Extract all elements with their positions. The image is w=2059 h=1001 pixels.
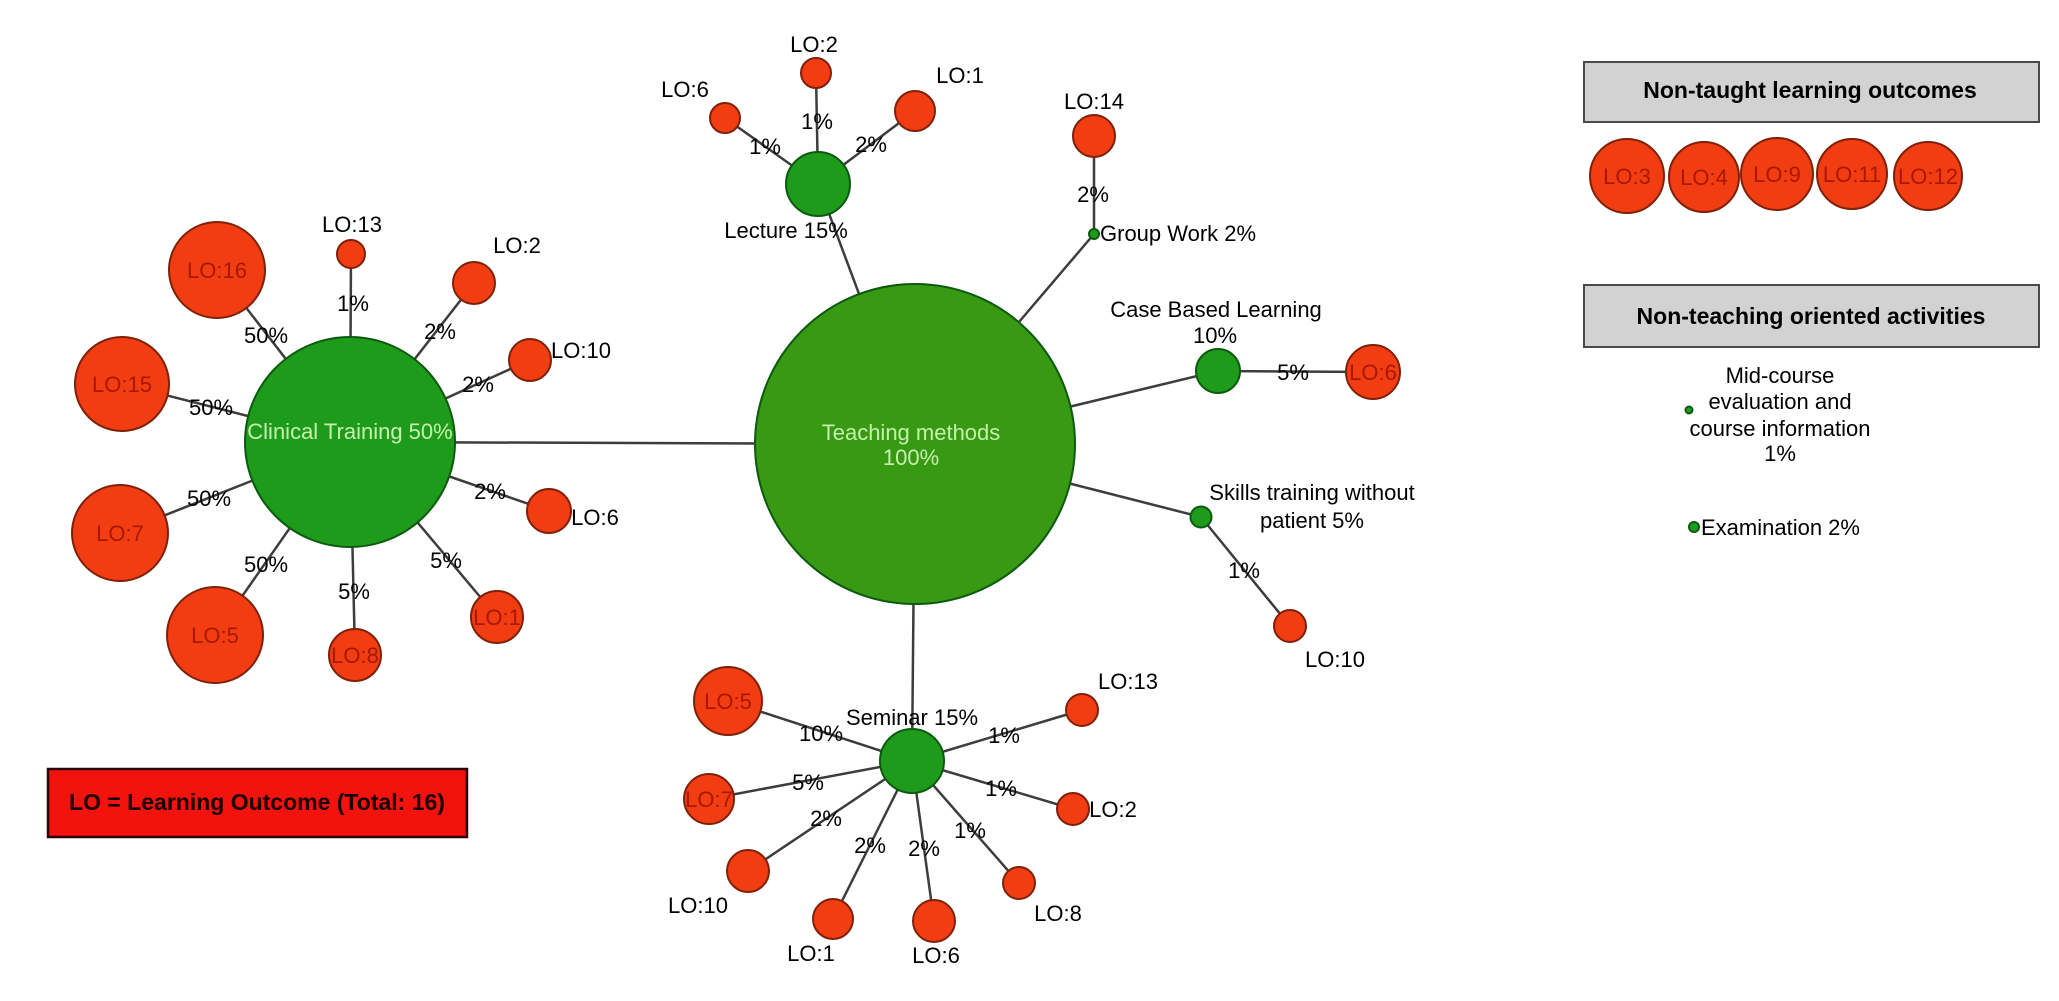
svg-text:LO:6: LO:6 [661, 77, 709, 102]
svg-text:5%: 5% [430, 548, 462, 573]
svg-text:LO:6: LO:6 [912, 943, 960, 968]
svg-text:LO:2: LO:2 [790, 32, 838, 57]
svg-text:10%: 10% [1193, 323, 1237, 348]
svg-text:LO:10: LO:10 [551, 338, 611, 363]
svg-text:Non-teaching oriented activiti: Non-teaching oriented activities [1637, 303, 1986, 329]
svg-text:LO:1: LO:1 [787, 941, 835, 966]
svg-text:Clinical Training 50%: Clinical Training 50% [247, 419, 452, 444]
svg-text:1%: 1% [985, 776, 1017, 801]
svg-text:1%: 1% [988, 723, 1020, 748]
svg-text:Examination 2%: Examination 2% [1701, 515, 1860, 540]
svg-text:5%: 5% [338, 579, 370, 604]
svg-text:LO:3: LO:3 [1603, 164, 1651, 189]
svg-text:LO:10: LO:10 [1305, 647, 1365, 672]
svg-text:LO:8: LO:8 [1034, 901, 1082, 926]
svg-text:5%: 5% [792, 770, 824, 795]
svg-text:LO = Learning Outcome (Total:: LO = Learning Outcome (Total: 16) [69, 789, 445, 815]
svg-text:2%: 2% [424, 319, 456, 344]
svg-text:50%: 50% [244, 552, 288, 577]
svg-text:LO:12: LO:12 [1898, 164, 1958, 189]
svg-text:LO:9: LO:9 [1753, 162, 1801, 187]
svg-text:Non-taught learning outcomes: Non-taught learning outcomes [1643, 77, 1977, 103]
svg-text:2%: 2% [462, 372, 494, 397]
svg-text:1%: 1% [337, 291, 369, 316]
svg-text:LO:5: LO:5 [704, 689, 752, 714]
svg-text:course information: course information [1690, 416, 1871, 441]
svg-text:LO:13: LO:13 [1098, 669, 1158, 694]
svg-text:2%: 2% [810, 806, 842, 831]
svg-text:2%: 2% [854, 833, 886, 858]
svg-text:50%: 50% [244, 323, 288, 348]
svg-text:LO:7: LO:7 [685, 787, 733, 812]
svg-text:2%: 2% [855, 132, 887, 157]
svg-text:Mid-course: Mid-course [1726, 363, 1835, 388]
svg-text:Case Based Learning: Case Based Learning [1110, 297, 1322, 322]
svg-text:2%: 2% [908, 836, 940, 861]
svg-text:2%: 2% [1077, 182, 1109, 207]
svg-text:patient 5%: patient 5% [1260, 508, 1364, 533]
svg-text:LO:14: LO:14 [1064, 89, 1124, 114]
svg-text:50%: 50% [187, 486, 231, 511]
svg-text:LO:1: LO:1 [936, 63, 984, 88]
svg-text:evaluation and: evaluation and [1708, 389, 1851, 414]
svg-text:5%: 5% [1277, 360, 1309, 385]
svg-text:LO:11: LO:11 [1823, 162, 1881, 187]
svg-text:LO:1: LO:1 [473, 605, 521, 630]
svg-text:LO:2: LO:2 [493, 233, 541, 258]
svg-text:Seminar 15%: Seminar 15% [846, 705, 978, 730]
svg-text:10%: 10% [799, 721, 843, 746]
svg-text:LO:13: LO:13 [322, 212, 382, 237]
svg-text:100%: 100% [883, 445, 939, 470]
svg-text:50%: 50% [189, 395, 233, 420]
svg-text:LO:10: LO:10 [668, 893, 728, 918]
svg-text:LO:5: LO:5 [191, 623, 239, 648]
svg-text:LO:15: LO:15 [92, 372, 152, 397]
svg-text:Group Work 2%: Group Work 2% [1100, 221, 1256, 246]
svg-text:Skills training without: Skills training without [1209, 480, 1414, 505]
svg-text:LO:6: LO:6 [571, 505, 619, 530]
svg-text:LO:16: LO:16 [187, 258, 247, 283]
svg-text:LO:7: LO:7 [96, 521, 144, 546]
svg-text:LO:6: LO:6 [1349, 360, 1397, 385]
svg-text:Lecture 15%: Lecture 15% [724, 218, 848, 243]
svg-text:1%: 1% [749, 134, 781, 159]
svg-text:1%: 1% [954, 818, 986, 843]
svg-text:LO:4: LO:4 [1680, 165, 1728, 190]
svg-text:1%: 1% [801, 109, 833, 134]
svg-text:LO:8: LO:8 [331, 643, 379, 668]
svg-text:2%: 2% [474, 479, 506, 504]
svg-text:LO:2: LO:2 [1089, 797, 1137, 822]
svg-text:1%: 1% [1228, 558, 1260, 583]
svg-text:Teaching methods: Teaching methods [822, 420, 1001, 445]
svg-text:1%: 1% [1764, 441, 1796, 466]
